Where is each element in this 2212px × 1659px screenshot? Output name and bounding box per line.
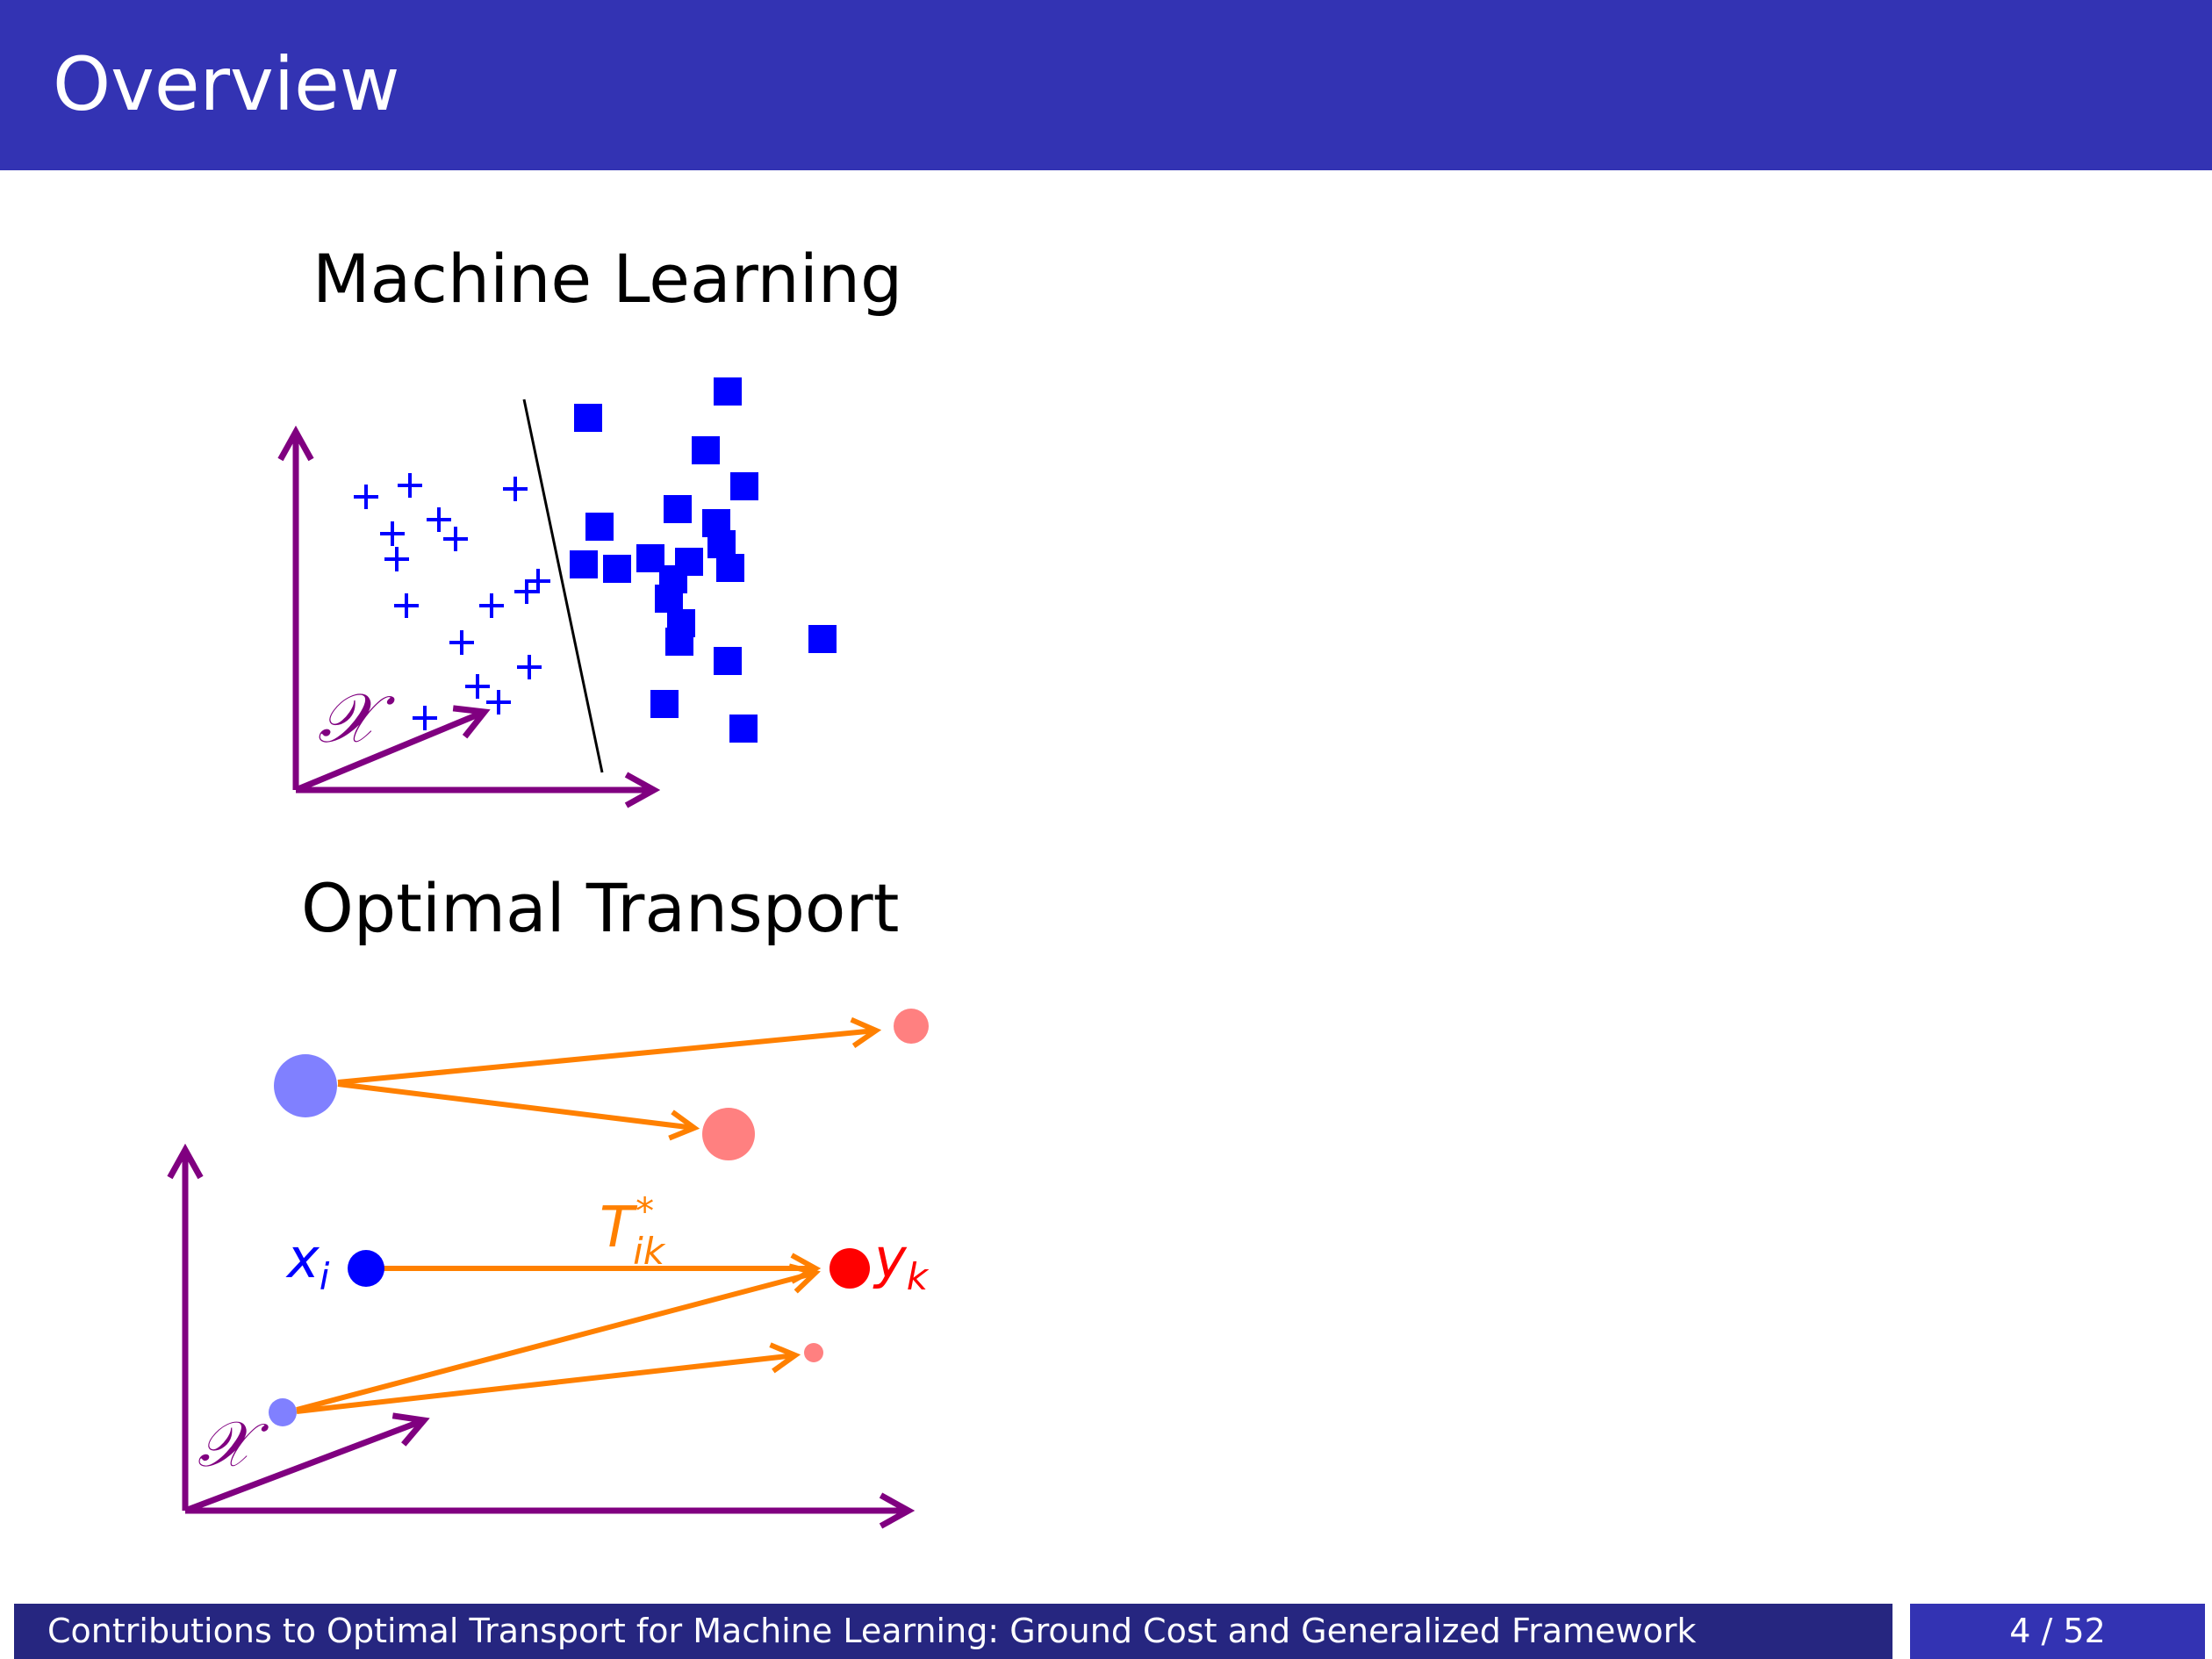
machine-learning-title: Machine Learning: [312, 240, 903, 318]
square-point: [655, 585, 683, 613]
square-point: [808, 625, 837, 653]
ot-embedding-arrow: [183, 1420, 424, 1514]
transport-arrow: [337, 1081, 694, 1128]
ml-space-symbol: 𝒳: [318, 679, 395, 758]
plus-point: [486, 690, 511, 715]
footer-presentation-title: Contributions to Optimal Transport for M…: [14, 1604, 1892, 1659]
transport-arrow: [296, 1355, 795, 1414]
optimal-transport-title: Optimal Transport: [301, 869, 900, 947]
target-point: [702, 1108, 755, 1160]
target-label-yk: yk: [873, 1226, 930, 1298]
square-point: [716, 554, 744, 582]
ml-figure: 𝒳: [296, 377, 837, 790]
ml-embedding-arrow: [294, 712, 485, 794]
ml-plus-points: [354, 473, 550, 730]
transport-arrow: [296, 1273, 815, 1412]
plus-point: [398, 473, 422, 498]
plus-point: [503, 477, 528, 501]
square-point: [707, 530, 736, 558]
square-point: [665, 628, 693, 656]
square-point: [730, 472, 758, 500]
slide-title: Overview: [53, 41, 400, 127]
ot-figure: 𝒳 xi yk T* ik: [185, 1009, 930, 1511]
plus-point: [443, 527, 468, 551]
square-point: [650, 690, 679, 718]
slide-header: Overview: [0, 0, 2212, 170]
source-point-small: [269, 1398, 297, 1426]
square-point: [570, 550, 598, 578]
footer-page-number: 4 / 52: [1910, 1604, 2205, 1659]
plus-point: [394, 593, 419, 618]
plus-point: [479, 593, 504, 618]
plus-point: [526, 569, 550, 593]
target-point: [804, 1343, 823, 1362]
square-point: [585, 513, 614, 541]
plus-point: [384, 547, 409, 571]
source-point-large: [274, 1054, 337, 1117]
plus-point: [354, 485, 378, 509]
square-point: [692, 436, 720, 464]
square-point: [714, 647, 742, 675]
plus-point: [380, 521, 405, 546]
plus-point: [449, 630, 474, 655]
source-point-xi: [348, 1250, 384, 1287]
plus-point: [517, 655, 542, 679]
square-point: [603, 555, 631, 583]
ml-decision-boundary: [522, 399, 604, 773]
plus-point: [465, 674, 490, 699]
square-point: [714, 377, 742, 406]
square-point: [664, 495, 692, 523]
ot-space-symbol: 𝒳: [198, 1407, 269, 1481]
transport-label: T* ik: [600, 1189, 666, 1273]
square-point: [574, 404, 602, 432]
target-point-yk: [830, 1248, 870, 1289]
source-label-xi: xi: [285, 1226, 330, 1298]
square-point: [729, 715, 758, 743]
transport-arrow: [337, 1031, 876, 1085]
target-point: [894, 1009, 929, 1044]
plus-point: [427, 507, 451, 532]
ml-square-points: [570, 377, 837, 743]
plus-point: [413, 706, 437, 730]
plus-point: [514, 579, 539, 604]
